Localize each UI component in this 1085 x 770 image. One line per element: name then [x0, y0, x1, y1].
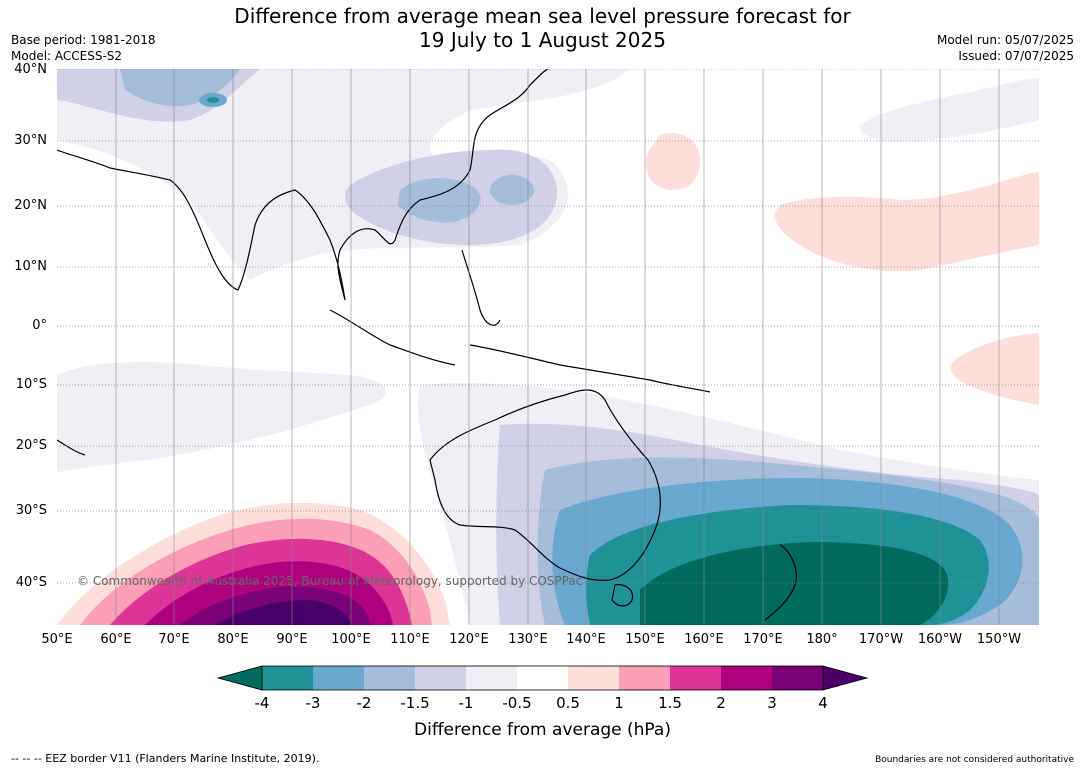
lon-label: 90°E [276, 632, 308, 647]
lon-label: 120°E [449, 632, 489, 647]
lon-label: 70°E [158, 632, 190, 647]
coastlines [57, 69, 797, 621]
lon-label: 150°W [976, 632, 1022, 647]
colorbar-segment [517, 666, 568, 690]
lon-label: 130°E [508, 632, 548, 647]
meridians [115, 69, 1000, 625]
lon-label: 160°E [684, 632, 724, 647]
colorbar-segment [568, 666, 619, 690]
colorbar-tick: -0.5 [502, 694, 532, 712]
lat-label: 10°S [15, 377, 47, 392]
boundaries-note: Boundaries are not considered authoritat… [875, 755, 1074, 765]
lat-label: 20°N [14, 198, 47, 213]
lat-label: 10°N [14, 259, 47, 274]
map-title: Difference from average mean sea level p… [0, 4, 1085, 52]
lat-label: 30°S [15, 503, 47, 518]
colorbar-segment [364, 666, 415, 690]
colorbar-tick: -1.5 [400, 694, 430, 712]
colorbar-tick: 1.5 [658, 694, 682, 712]
colorbar-tick: 1 [614, 694, 624, 712]
colorbar-tick: 4 [818, 694, 828, 712]
colorbar-tick: -4 [254, 694, 270, 712]
title-line-1: Difference from average mean sea level p… [234, 4, 851, 28]
copyright-notice: © Commonwealth of Australia 2025, Bureau… [77, 574, 583, 588]
colorbar-high-arrow [822, 665, 869, 691]
lon-label: 180° [806, 632, 838, 647]
lon-label: 140°E [566, 632, 606, 647]
colorbar-label: Difference from average (hPa) [414, 720, 671, 740]
model-run: Model run: 05/07/2025 [936, 33, 1074, 47]
lon-label: 170°W [858, 632, 904, 647]
colorbar-segment [670, 666, 721, 690]
lon-label: 160°W [917, 632, 963, 647]
colorbar-tick: -1 [458, 694, 474, 712]
negative-anomaly-north [57, 69, 1039, 280]
colorbar-segment [262, 666, 313, 690]
colorbar-segment [466, 666, 517, 690]
colorbar-segment [619, 666, 670, 690]
meta-left: Base period: 1981-2018 Model: ACCESS-S2 [11, 32, 156, 64]
lat-label: 40°S [15, 575, 47, 590]
lon-label: 170°E [743, 632, 783, 647]
colorbar-segment [313, 666, 364, 690]
colorbar-tick: -2 [356, 694, 372, 712]
lon-label: 150°E [625, 632, 665, 647]
lat-label: 30°N [14, 133, 47, 148]
map-plot-area [57, 69, 1039, 625]
eez-border-note: -- -- -- EEZ border V11 (Flanders Marine… [11, 752, 320, 765]
colorbar-segments [262, 666, 823, 690]
colorbar-segment [772, 666, 823, 690]
model-name: Model: ACCESS-S2 [11, 49, 123, 63]
colorbar-low-arrow [216, 665, 263, 691]
lon-label: 110°E [390, 632, 430, 647]
lon-label: 50°E [41, 632, 73, 647]
lon-label: 100°E [331, 632, 371, 647]
negative-anomaly-south [57, 362, 1039, 625]
colorbar-segment [415, 666, 466, 690]
lat-label: 40°N [14, 62, 47, 77]
positive-anomaly-shading [57, 132, 1039, 625]
lat-label: 0° [32, 318, 47, 333]
issued-date: Issued: 07/07/2025 [958, 49, 1074, 63]
colorbar-tick: 2 [716, 694, 726, 712]
colorbar-tick: 3 [767, 694, 777, 712]
meta-right: Model run: 05/07/2025 Issued: 07/07/2025 [937, 32, 1074, 64]
base-period: Base period: 1981-2018 [11, 33, 156, 47]
lon-label: 80°E [217, 632, 249, 647]
colorbar-tick: -3 [305, 694, 321, 712]
colorbar-segment [721, 666, 772, 690]
colorbar [216, 665, 869, 691]
lon-label: 60°E [100, 632, 132, 647]
lat-label: 20°S [15, 438, 47, 453]
colorbar-tick: 0.5 [556, 694, 580, 712]
title-line-2: 19 July to 1 August 2025 [419, 28, 666, 52]
